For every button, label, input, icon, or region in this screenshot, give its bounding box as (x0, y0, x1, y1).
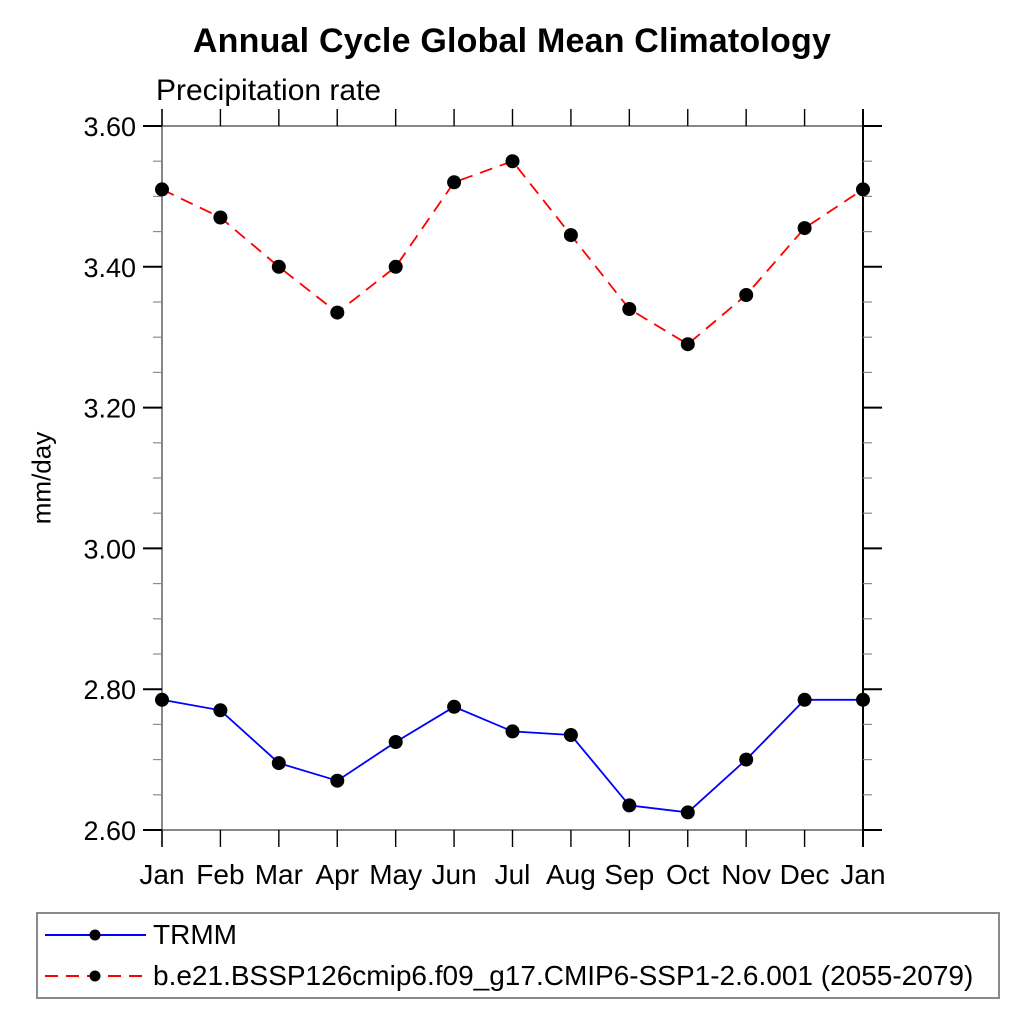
data-point (271, 756, 286, 771)
x-tick-label: Jul (495, 859, 531, 890)
data-point (680, 337, 695, 352)
y-tick-label: 3.60 (83, 112, 136, 142)
data-point (622, 798, 637, 813)
data-point (447, 699, 462, 714)
x-tick-label: Jan (139, 859, 184, 890)
data-point (388, 259, 403, 274)
x-tick-label: Nov (721, 859, 771, 890)
x-tick-label: Jan (840, 859, 885, 890)
data-point (330, 305, 345, 320)
y-tick-label: 3.20 (83, 394, 136, 424)
data-point (505, 724, 520, 739)
y-tick-label: 2.80 (83, 675, 136, 705)
y-tick-label: 3.00 (83, 534, 136, 564)
legend-label-trmm: TRMM (153, 918, 237, 950)
data-point (797, 692, 812, 707)
y-tick-label: 3.40 (83, 253, 136, 283)
data-point (155, 692, 169, 707)
data-point (856, 182, 870, 197)
data-point (739, 288, 754, 302)
data-point (563, 228, 578, 243)
data-point (622, 302, 637, 316)
legend-item-model: b.e21.BSSP126cmip6.f09_g17.CMIP6-SSP1-2.… (38, 956, 998, 998)
trmm-line-sample-icon (45, 929, 146, 941)
data-point (213, 703, 228, 718)
x-tick-label: Sep (604, 859, 654, 890)
legend: TRMM b.e21.BSSP126cmip6.f09_g17.CMIP6-SS… (36, 912, 1000, 999)
data-point (797, 221, 812, 236)
data-point (330, 773, 345, 788)
x-tick-label: Mar (255, 859, 303, 890)
x-tick-label: Apr (315, 859, 359, 890)
data-point (505, 154, 520, 169)
series-line-model (161, 160, 864, 346)
data-point (739, 752, 754, 767)
x-tick-label: Oct (666, 859, 710, 890)
data-point (271, 259, 286, 274)
chart-subtitle: Precipitation rate (156, 74, 382, 107)
chart-title: Annual Cycle Global Mean Climatology (192, 22, 832, 60)
x-tick-label: Dec (780, 859, 830, 890)
x-tick-label: May (369, 859, 422, 890)
data-point (563, 728, 578, 742)
x-tick-label: Aug (546, 859, 596, 890)
x-tick-label: Jun (432, 859, 477, 890)
data-point (680, 805, 695, 820)
model-line-sample-icon (45, 970, 146, 982)
x-tick-label: Feb (196, 859, 244, 890)
series-line-trmm (161, 698, 863, 814)
data-point (388, 735, 403, 749)
data-point (856, 692, 870, 707)
legend-label-model: b.e21.BSSP126cmip6.f09_g17.CMIP6-SSP1-2.… (153, 960, 974, 992)
data-point (447, 175, 462, 190)
data-point (155, 182, 169, 197)
y-tick-label: 2.60 (83, 816, 136, 846)
legend-item-trmm: TRMM (38, 914, 998, 956)
data-point (213, 210, 228, 225)
